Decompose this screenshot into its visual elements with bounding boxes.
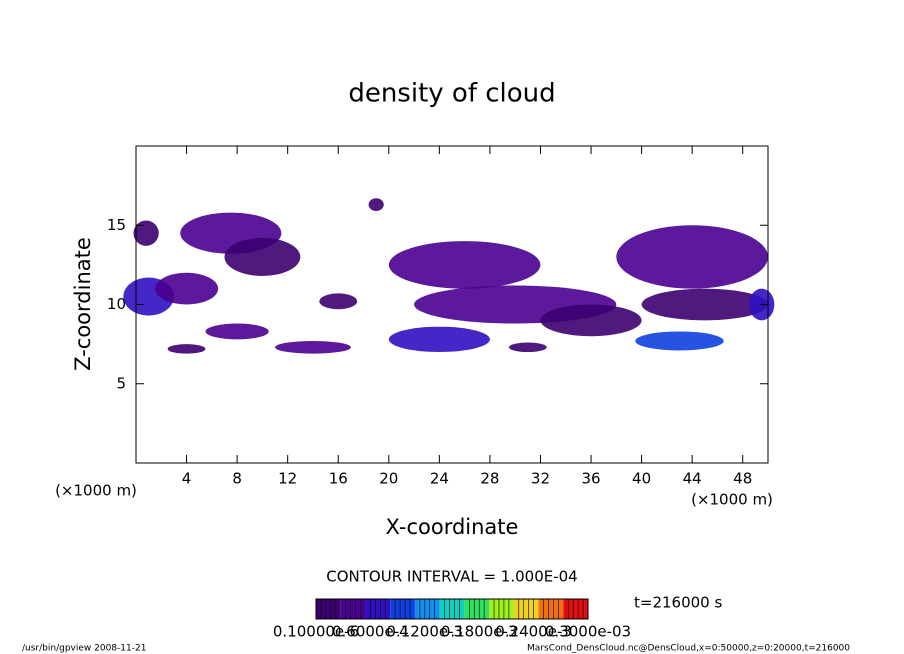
cloud-cell: [641, 288, 768, 321]
colorbar-swatch: [316, 599, 341, 619]
cloud-cell: [154, 272, 219, 305]
colorbar-swatch: [439, 599, 465, 619]
x-unit-label: (×1000 m): [55, 482, 137, 500]
cloud-cell: [275, 340, 351, 354]
y-axis-label: Z-coordinate: [71, 237, 95, 371]
x-tick-label: 8: [232, 470, 242, 488]
cloud-cell: [205, 323, 269, 340]
colorbar-tick-label: 0.10000e-6: [273, 623, 359, 641]
x-tick-label: 44: [683, 470, 702, 488]
colorbar-swatch: [513, 599, 539, 619]
colorbar-tick-label: 0.1200e-3: [386, 623, 463, 641]
colorbar-frame: [315, 598, 589, 620]
cloud-cell: [224, 237, 301, 276]
x-tick-label: 40: [632, 470, 651, 488]
y-tick-label: 10: [107, 295, 126, 313]
cloud-cell: [635, 331, 724, 351]
colorbar-tick-label: 0.2400e-3: [495, 623, 572, 641]
x-tick-label: 24: [430, 470, 449, 488]
cloud-cell: [319, 293, 358, 310]
cloud-cell: [508, 342, 547, 353]
colorbar-swatch: [489, 599, 514, 619]
x-tick-label: 4: [182, 470, 192, 488]
y-tick-label: 15: [107, 216, 126, 234]
cloud-cell: [616, 225, 768, 289]
cloud-cell: [388, 241, 541, 289]
x-tick-label: 48: [733, 470, 752, 488]
x-tick-label: 28: [480, 470, 499, 488]
footer: /usr/bin/gpview 2008-11-21: [22, 644, 146, 654]
time-label: t=216000 s: [634, 594, 722, 612]
cloud-cell: [133, 220, 159, 246]
colorbar-swatch: [340, 599, 366, 619]
cloud-cell: [540, 304, 642, 337]
colorbar-swatch: [390, 599, 415, 619]
y-tick-label: 5: [116, 374, 126, 392]
x-unit-label: (×1000 m): [691, 491, 773, 509]
cloud-cell: [368, 198, 384, 211]
colorbar-tick-label: 0.3000e-03: [545, 623, 631, 641]
contour-interval: CONTOUR INTERVAL = 1.000E-04: [326, 568, 577, 586]
x-tick-label: 20: [379, 470, 398, 488]
colorbar-tick-label: 0.6000e-4: [332, 623, 409, 641]
x-tick-label: 16: [329, 470, 348, 488]
x-tick-label: 12: [278, 470, 297, 488]
x-axis-label: X-coordinate: [386, 515, 519, 539]
colorbar-swatch: [464, 599, 490, 619]
colorbar-tick-label: 0.1800e-3: [441, 623, 518, 641]
cloud-cell: [167, 344, 206, 354]
cloud-cell: [388, 326, 490, 353]
colorbar-swatch: [563, 599, 588, 619]
x-tick-label: 36: [581, 470, 600, 488]
colorbar-swatch: [365, 599, 391, 619]
colorbar-swatch: [538, 599, 564, 619]
colorbar-swatch: [414, 599, 440, 619]
chart-title: density of cloud: [348, 79, 555, 109]
x-tick-label: 32: [531, 470, 550, 488]
footer: MarsCond_DensCloud.nc@DensCloud,x=0:5000…: [527, 644, 850, 654]
